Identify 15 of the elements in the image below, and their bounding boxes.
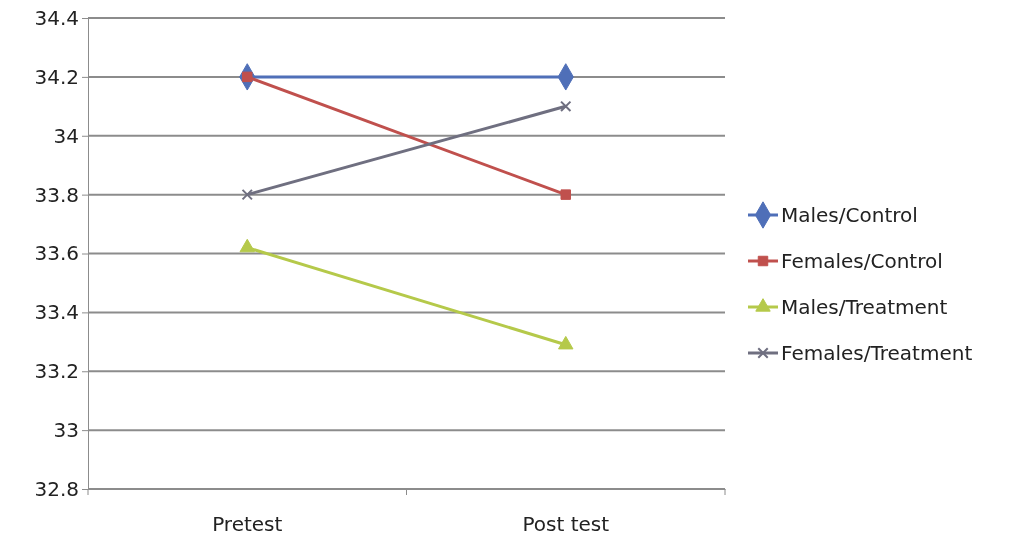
y-tick-label: 33.8 bbox=[34, 182, 79, 207]
legend-label: Males/Control bbox=[781, 203, 918, 227]
y-tick-label: 33.4 bbox=[34, 300, 79, 325]
y-tick-label: 33 bbox=[53, 418, 79, 443]
y-tick-label: 34.4 bbox=[34, 5, 79, 30]
y-tick-label: 32.8 bbox=[34, 476, 79, 501]
y-tick-label: 33.6 bbox=[34, 241, 79, 266]
y-tick-label: 34 bbox=[53, 123, 79, 148]
legend-label: Females/Control bbox=[781, 249, 943, 273]
x-tick-label: Pretest bbox=[212, 512, 283, 537]
x-tick-label: Post test bbox=[522, 512, 610, 537]
legend-label: Females/Treatment bbox=[781, 341, 973, 365]
y-tick-label: 33.2 bbox=[34, 359, 79, 384]
y-tick-label: 34.2 bbox=[34, 64, 79, 89]
legend-label: Males/Treatment bbox=[781, 295, 948, 319]
